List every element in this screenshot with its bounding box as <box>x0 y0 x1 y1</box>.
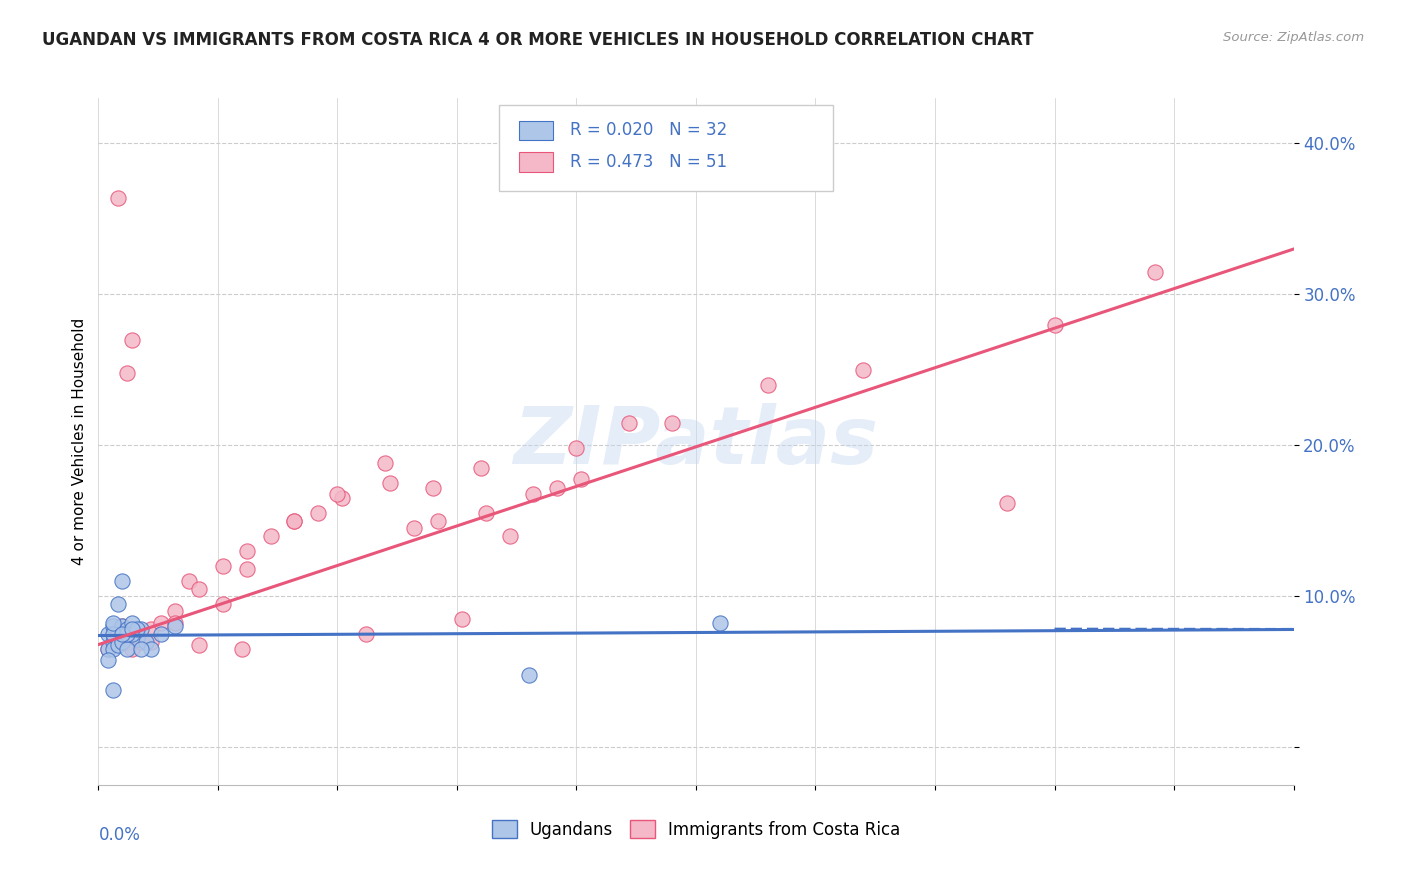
Point <box>101 619 124 633</box>
Point <box>231 642 253 657</box>
Text: 0.0%: 0.0% <box>98 826 141 844</box>
Point <box>101 634 124 648</box>
Text: R = 0.473   N = 51: R = 0.473 N = 51 <box>571 153 728 171</box>
Point <box>187 582 209 596</box>
Point <box>283 514 305 528</box>
Point <box>101 642 124 657</box>
Point <box>852 363 875 377</box>
Point <box>498 529 520 543</box>
Point <box>378 476 401 491</box>
Point <box>131 634 153 648</box>
Point <box>131 623 153 637</box>
Point <box>354 627 377 641</box>
Point <box>139 634 162 648</box>
Point <box>546 481 568 495</box>
Point <box>211 559 233 574</box>
Point <box>131 642 153 657</box>
Point <box>149 627 172 641</box>
Point <box>326 486 349 500</box>
Point <box>111 627 134 641</box>
Point <box>163 619 186 633</box>
Point <box>125 623 148 637</box>
Point <box>115 642 138 657</box>
Point <box>111 619 134 633</box>
Point <box>617 416 640 430</box>
Point <box>402 521 425 535</box>
Point <box>121 627 143 641</box>
Point <box>97 642 120 657</box>
FancyBboxPatch shape <box>499 105 834 191</box>
Point <box>135 634 157 648</box>
Point <box>187 638 209 652</box>
Point <box>163 604 186 618</box>
Text: ZIPatlas: ZIPatlas <box>513 402 879 481</box>
Point <box>101 627 124 641</box>
Point <box>995 496 1018 510</box>
Point <box>97 627 120 641</box>
Point <box>101 616 124 631</box>
Text: R = 0.020   N = 32: R = 0.020 N = 32 <box>571 121 728 139</box>
Point <box>125 632 148 646</box>
Point <box>426 514 449 528</box>
Point <box>121 616 143 631</box>
Point <box>1143 265 1166 279</box>
Point <box>470 461 492 475</box>
Point <box>661 416 683 430</box>
Point <box>163 616 186 631</box>
Point <box>107 627 129 641</box>
Point <box>101 627 124 641</box>
Point <box>111 634 134 648</box>
Point <box>179 574 201 589</box>
Point <box>115 366 138 380</box>
Point <box>115 623 138 637</box>
Legend: Ugandans, Immigrants from Costa Rica: Ugandans, Immigrants from Costa Rica <box>485 814 907 846</box>
Point <box>569 471 592 485</box>
Point <box>115 627 138 641</box>
Point <box>115 634 138 648</box>
Point <box>149 616 172 631</box>
Point <box>97 642 120 657</box>
Point <box>101 682 124 697</box>
Point <box>517 667 540 681</box>
Point <box>259 529 281 543</box>
Text: Source: ZipAtlas.com: Source: ZipAtlas.com <box>1223 31 1364 45</box>
Point <box>422 481 444 495</box>
Point <box>522 486 544 500</box>
Point <box>211 597 233 611</box>
Point <box>97 653 120 667</box>
FancyBboxPatch shape <box>519 120 553 140</box>
Point <box>235 562 257 576</box>
Point <box>121 333 143 347</box>
Point <box>125 627 148 641</box>
Point <box>107 638 129 652</box>
Point <box>139 642 162 657</box>
Point <box>374 457 396 471</box>
FancyBboxPatch shape <box>519 153 553 171</box>
Point <box>450 612 472 626</box>
Point <box>1043 318 1066 332</box>
Point <box>283 514 305 528</box>
Point <box>307 506 329 520</box>
Point <box>330 491 353 505</box>
Point <box>474 506 496 520</box>
Y-axis label: 4 or more Vehicles in Household: 4 or more Vehicles in Household <box>72 318 87 566</box>
Point <box>139 623 162 637</box>
Point <box>709 616 731 631</box>
Point <box>756 378 779 392</box>
Point <box>107 634 129 648</box>
Point <box>565 442 588 456</box>
Text: UGANDAN VS IMMIGRANTS FROM COSTA RICA 4 OR MORE VEHICLES IN HOUSEHOLD CORRELATIO: UGANDAN VS IMMIGRANTS FROM COSTA RICA 4 … <box>42 31 1033 49</box>
Point <box>111 619 134 633</box>
Point <box>107 191 129 205</box>
Point <box>235 544 257 558</box>
Point <box>121 623 143 637</box>
Point <box>107 597 129 611</box>
Point <box>121 642 143 657</box>
Point <box>111 574 134 589</box>
